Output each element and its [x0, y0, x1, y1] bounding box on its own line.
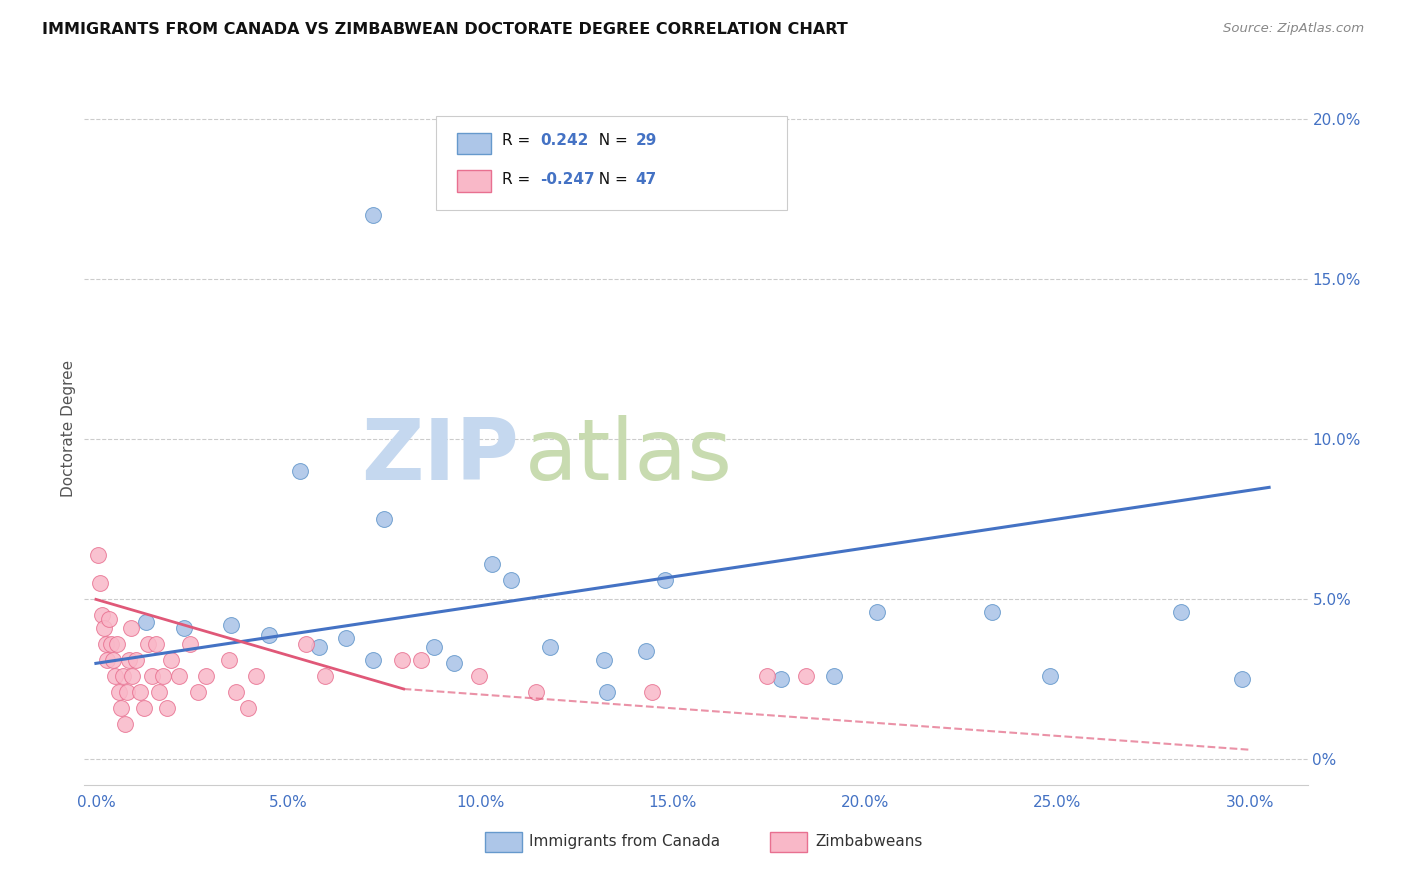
Point — [219, 618, 242, 632]
Text: 0.242: 0.242 — [540, 133, 588, 148]
Text: 29: 29 — [636, 133, 657, 148]
Point — [391, 653, 413, 667]
Point — [103, 653, 125, 667]
Point — [105, 637, 128, 651]
Point — [361, 208, 384, 222]
Text: N =: N = — [589, 172, 633, 187]
Point — [129, 685, 152, 699]
Point — [194, 669, 217, 683]
Point — [361, 653, 384, 667]
Text: Source: ZipAtlas.com: Source: ZipAtlas.com — [1223, 22, 1364, 36]
Point — [314, 669, 336, 683]
Point — [288, 464, 311, 478]
Point — [148, 685, 170, 699]
Point — [257, 627, 280, 641]
Point — [125, 653, 148, 667]
Point — [477, 169, 499, 184]
Point — [756, 669, 779, 683]
Point — [111, 669, 134, 683]
Point — [524, 685, 547, 699]
Point — [225, 685, 247, 699]
Point — [141, 669, 163, 683]
Point — [179, 637, 201, 651]
Text: IMMIGRANTS FROM CANADA VS ZIMBABWEAN DOCTORATE DEGREE CORRELATION CHART: IMMIGRANTS FROM CANADA VS ZIMBABWEAN DOC… — [42, 22, 848, 37]
Point — [1230, 673, 1253, 687]
Point — [423, 640, 446, 655]
Point — [121, 669, 143, 683]
Point — [156, 701, 179, 715]
Point — [132, 701, 155, 715]
Point — [373, 512, 395, 526]
Point — [1170, 605, 1192, 619]
Point — [135, 615, 157, 629]
Point — [596, 685, 619, 699]
Text: -0.247: -0.247 — [540, 172, 595, 187]
Text: Immigrants from Canada: Immigrants from Canada — [529, 834, 720, 849]
Point — [1039, 669, 1062, 683]
Point — [187, 685, 209, 699]
Point — [120, 621, 142, 635]
Point — [335, 631, 357, 645]
Point — [236, 701, 259, 715]
Point — [89, 576, 111, 591]
Text: N =: N = — [589, 133, 633, 148]
Point — [981, 605, 1004, 619]
Point — [87, 548, 110, 562]
Point — [90, 608, 112, 623]
Point — [823, 669, 845, 683]
Point — [136, 637, 159, 651]
Point — [160, 653, 183, 667]
Point — [794, 669, 817, 683]
Point — [98, 611, 121, 625]
Text: ZIP: ZIP — [361, 415, 519, 499]
Point — [769, 673, 792, 687]
Point — [866, 605, 889, 619]
Point — [173, 621, 195, 635]
Text: R =: R = — [502, 172, 536, 187]
Point — [152, 669, 174, 683]
Point — [409, 653, 432, 667]
Point — [294, 637, 316, 651]
Point — [145, 637, 167, 651]
Point — [501, 573, 523, 587]
Point — [96, 653, 118, 667]
Point — [115, 685, 138, 699]
Text: atlas: atlas — [524, 415, 733, 499]
Point — [93, 621, 115, 635]
Point — [481, 557, 503, 571]
Point — [114, 717, 136, 731]
Point — [641, 685, 664, 699]
Point — [443, 657, 465, 671]
Point — [167, 669, 190, 683]
Text: Zimbabweans: Zimbabweans — [815, 834, 922, 849]
Y-axis label: Doctorate Degree: Doctorate Degree — [60, 359, 76, 497]
Point — [308, 640, 330, 655]
Point — [654, 573, 676, 587]
Point — [117, 653, 139, 667]
Point — [634, 643, 657, 657]
Point — [100, 637, 122, 651]
Point — [538, 640, 561, 655]
Point — [218, 653, 240, 667]
Point — [245, 669, 267, 683]
Point — [592, 653, 614, 667]
Text: R =: R = — [502, 133, 536, 148]
Point — [467, 669, 489, 683]
Point — [94, 637, 117, 651]
Text: 47: 47 — [636, 172, 657, 187]
Point — [108, 685, 131, 699]
Point — [104, 669, 127, 683]
Point — [110, 701, 132, 715]
